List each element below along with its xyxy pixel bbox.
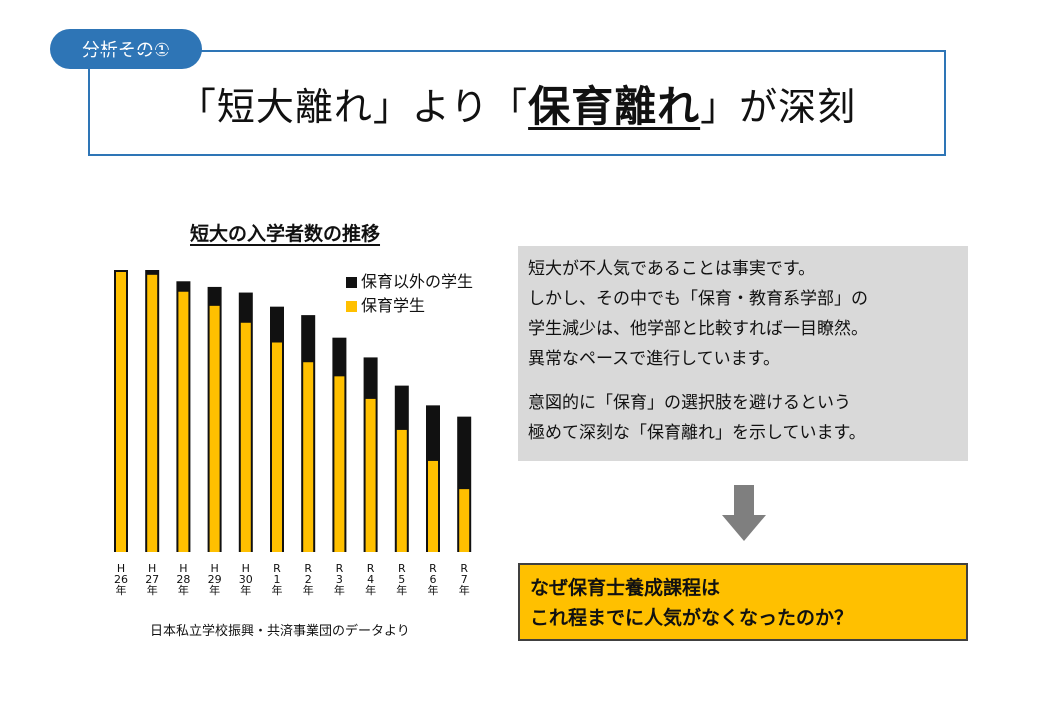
x-tick-label: 29 bbox=[208, 573, 222, 586]
legend-label-childcare: 保育学生 bbox=[361, 296, 426, 315]
x-tick-label: 5 bbox=[398, 573, 405, 586]
info-line: しかし、その中でも「保育・教育系学部」の bbox=[528, 289, 868, 309]
x-tick-label: H bbox=[117, 562, 125, 575]
x-tick-label: R bbox=[304, 562, 312, 575]
x-tick-label: 年 bbox=[459, 583, 470, 597]
x-tick-label: 3 bbox=[336, 573, 343, 586]
info-panel: 短大が不人気であることは事実です。 しかし、その中でも「保育・教育系学部」の 学… bbox=[518, 246, 968, 461]
info-line: 極めて深刻な「保育離れ」を示しています。 bbox=[528, 423, 866, 443]
legend-swatch-childcare bbox=[346, 300, 357, 312]
bar-childcare-8 bbox=[365, 398, 376, 552]
x-tick-label: R bbox=[460, 562, 468, 575]
bar-childcare-6 bbox=[303, 362, 314, 552]
headline-part1: 「短大離れ」より「 bbox=[177, 84, 529, 129]
down-arrow-icon bbox=[722, 485, 766, 541]
x-tick-label: 30 bbox=[239, 573, 253, 586]
x-tick-label: 年 bbox=[365, 583, 376, 597]
x-tick-label: 4 bbox=[367, 573, 374, 586]
legend-label-other: 保育以外の学生 bbox=[361, 272, 474, 291]
x-tick-label: H bbox=[148, 562, 156, 575]
x-tick-label: 年 bbox=[240, 583, 251, 597]
x-tick-label: 年 bbox=[303, 583, 314, 597]
x-tick-label: R bbox=[367, 562, 375, 575]
x-tick-label: 年 bbox=[209, 583, 220, 597]
bar-childcare-3 bbox=[209, 305, 220, 552]
info-line: 学生減少は、他学部と比較すれば一目瞭然。 bbox=[528, 319, 868, 339]
x-tick-label: 1 bbox=[274, 573, 281, 586]
chart-legend: 保育以外の学生 保育学生 bbox=[346, 270, 473, 318]
x-tick-label: 年 bbox=[334, 583, 345, 597]
chart-title: 短大の入学者数の推移 bbox=[190, 223, 381, 245]
enrollment-chart: H26年H27年H28年H29年H30年R1年R2年R3年R4年R5年R6年R7… bbox=[114, 270, 472, 597]
question-callout: なぜ保育士養成課程は これ程までに人気がなくなったのか？ bbox=[518, 563, 968, 641]
bar-childcare-9 bbox=[396, 429, 407, 552]
chart-source: 日本私立学校振興・共済事業団のデータより bbox=[150, 624, 410, 639]
x-tick-label: 年 bbox=[396, 583, 407, 597]
bar-childcare-11 bbox=[459, 489, 470, 552]
x-tick-label: R bbox=[336, 562, 344, 575]
legend-item-childcare: 保育学生 bbox=[346, 294, 473, 318]
callout-line-2: これ程までに人気がなくなったのか？ bbox=[530, 607, 854, 629]
headline-box: 「短大離れ」より「 保育離れ 」が深刻 bbox=[88, 50, 946, 156]
bar-childcare-0 bbox=[116, 272, 126, 552]
x-tick-label: 年 bbox=[147, 583, 158, 597]
x-tick-label: 年 bbox=[116, 583, 127, 597]
legend-item-other: 保育以外の学生 bbox=[346, 270, 473, 294]
x-tick-label: 28 bbox=[176, 573, 190, 586]
bar-childcare-5 bbox=[272, 342, 282, 552]
info-line: 意図的に「保育」の選択肢を避けるという bbox=[528, 393, 851, 413]
x-tick-label: R bbox=[429, 562, 437, 575]
x-tick-label: R bbox=[273, 562, 281, 575]
bar-childcare-1 bbox=[147, 274, 158, 552]
x-tick-label: 年 bbox=[272, 583, 283, 597]
x-tick-label: 年 bbox=[178, 583, 189, 597]
bar-childcare-2 bbox=[178, 291, 189, 552]
x-tick-label: 27 bbox=[145, 573, 159, 586]
callout-line-1: なぜ保育士養成課程は bbox=[530, 577, 721, 599]
headline-part2: 」が深刻 bbox=[700, 84, 857, 129]
x-tick-label: H bbox=[210, 562, 218, 575]
bar-childcare-4 bbox=[240, 322, 251, 552]
x-tick-label: 2 bbox=[305, 573, 312, 586]
x-tick-label: 6 bbox=[430, 573, 437, 586]
x-tick-label: H bbox=[242, 562, 250, 575]
x-tick-label: 年 bbox=[428, 583, 439, 597]
x-tick-label: R bbox=[398, 562, 406, 575]
x-tick-label: H bbox=[179, 562, 187, 575]
bar-childcare-10 bbox=[428, 460, 438, 552]
legend-swatch-other bbox=[346, 276, 357, 288]
x-tick-label: 26 bbox=[114, 573, 128, 586]
headline-strong: 保育離れ bbox=[528, 81, 701, 131]
info-line: 異常なペースで進行しています。 bbox=[528, 349, 780, 369]
x-tick-label: 7 bbox=[461, 573, 468, 586]
info-line: 短大が不人気であることは事実です。 bbox=[528, 259, 816, 279]
bar-childcare-7 bbox=[334, 376, 345, 552]
